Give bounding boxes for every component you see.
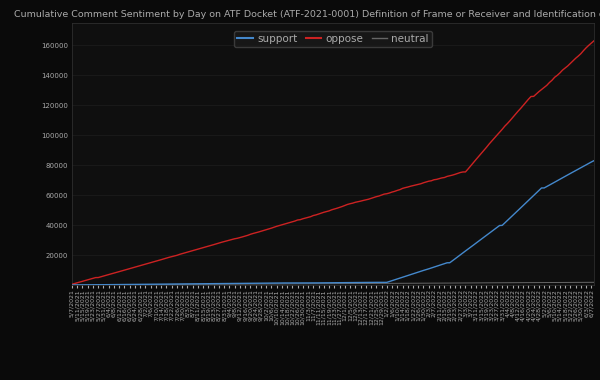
- Legend: support, oppose, neutral: support, oppose, neutral: [234, 31, 432, 47]
- Title: Cumulative Comment Sentiment by Day on ATF Docket (ATF-2021-0001) Definition of : Cumulative Comment Sentiment by Day on A…: [14, 10, 600, 19]
